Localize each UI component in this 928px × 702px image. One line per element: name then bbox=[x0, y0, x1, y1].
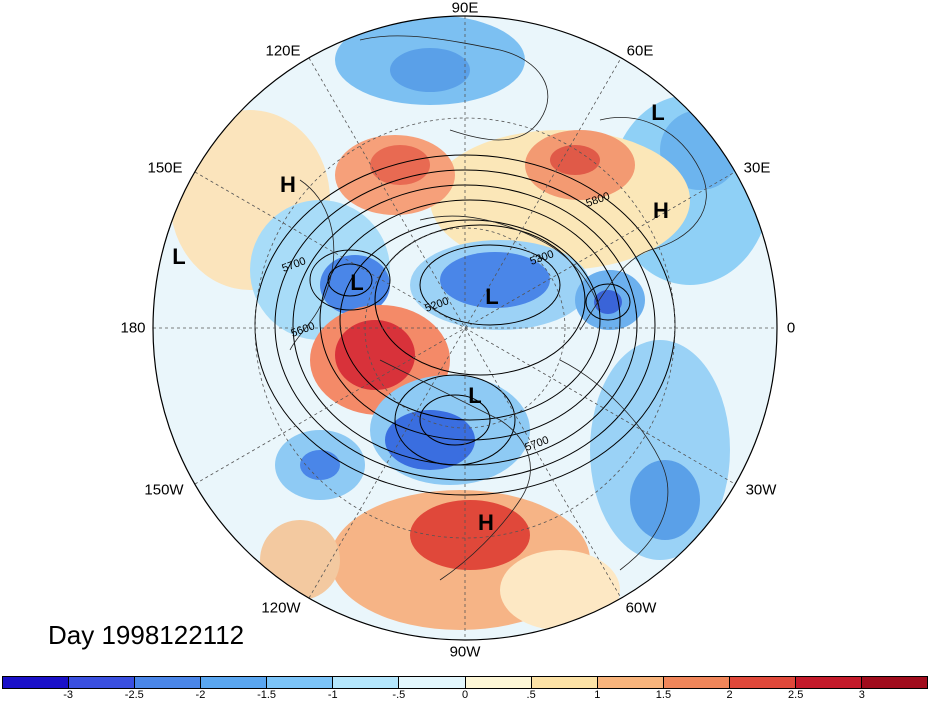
pressure-center-low: L bbox=[651, 100, 665, 125]
colorbar-tick-label: 3 bbox=[858, 689, 865, 701]
colorbar-swatch bbox=[69, 677, 136, 688]
colorbar-swatch bbox=[465, 677, 532, 688]
colorbar-tick-label: 1.5 bbox=[655, 689, 672, 701]
lon-label-120e: 120E bbox=[265, 42, 301, 60]
graticule bbox=[153, 16, 777, 640]
colorbar-swatch bbox=[729, 677, 796, 688]
colorbar-swatch bbox=[597, 677, 664, 688]
lon-label-30w: 30W bbox=[745, 481, 777, 499]
colorbar-swatch bbox=[201, 677, 268, 688]
pressure-center-low: L bbox=[350, 270, 364, 295]
lon-label-60e: 60E bbox=[626, 42, 654, 60]
day-title: Day 1998122112 bbox=[48, 620, 245, 650]
lon-label-30e: 30E bbox=[743, 159, 771, 177]
colorbar-tick-label: 2.5 bbox=[788, 689, 804, 701]
colorbar-swatch bbox=[399, 677, 466, 688]
lon-label-60w: 60W bbox=[625, 599, 657, 617]
colorbar-swatch bbox=[333, 677, 400, 688]
colorbar-tick-label: -1 bbox=[327, 689, 338, 701]
lon-label-150w: 150W bbox=[144, 481, 184, 499]
colorbar-tick-label: 2 bbox=[726, 689, 733, 701]
colorbar-tick-label: -2 bbox=[195, 689, 206, 701]
colorbar-swatch bbox=[795, 677, 863, 688]
lon-label-90w: 90W bbox=[449, 643, 481, 661]
pressure-center-high: H bbox=[653, 198, 669, 223]
colorbar-swatch bbox=[531, 677, 598, 688]
pressure-center-low: L bbox=[172, 244, 186, 269]
lon-label-180: 180 bbox=[120, 319, 146, 337]
colorbar-swatch bbox=[3, 677, 70, 688]
pressure-center-low: L bbox=[485, 284, 499, 309]
colorbar-tick-label: -1.5 bbox=[257, 689, 277, 701]
colorbar-swatch bbox=[267, 677, 334, 688]
colorbar-swatch bbox=[862, 677, 928, 688]
colorbar-tick-label: 1 bbox=[594, 689, 601, 701]
colorbar-tick-label: -2.5 bbox=[124, 689, 144, 701]
lon-label-0: 0 bbox=[786, 319, 796, 337]
lon-label-120w: 120W bbox=[261, 599, 301, 617]
colorbar-swatch bbox=[663, 677, 730, 688]
coastlines bbox=[289, 35, 707, 581]
lon-label-150e: 150E bbox=[147, 159, 183, 177]
pressure-center-high: H bbox=[478, 510, 494, 535]
colorbar-tick-label: -.5 bbox=[392, 689, 406, 701]
colorbar bbox=[2, 676, 928, 689]
colorbar-tick-label: 0 bbox=[461, 689, 469, 701]
colorbar-tick-label: -3 bbox=[63, 689, 74, 701]
colorbar-tick-label: .5 bbox=[526, 689, 536, 701]
lon-label-90e: 90E bbox=[451, 0, 479, 17]
colorbar-swatch bbox=[135, 677, 202, 688]
map-boundary bbox=[152, 15, 778, 641]
pressure-center-high: H bbox=[280, 172, 296, 197]
pressure-center-low: L bbox=[468, 383, 482, 408]
anomaly-field bbox=[170, 16, 770, 630]
